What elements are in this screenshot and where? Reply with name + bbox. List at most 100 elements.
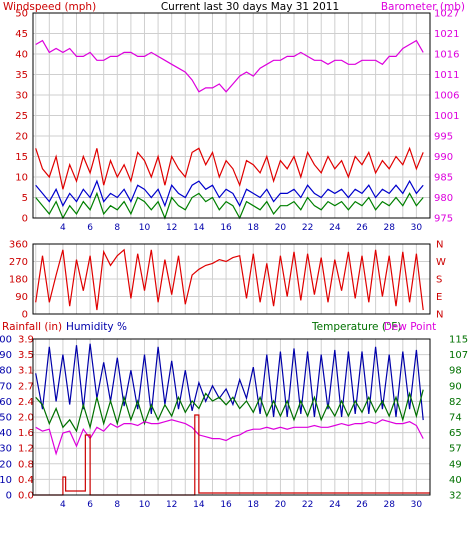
x-tick-label: 12 [166, 223, 177, 233]
x-tick-label: 20 [275, 500, 287, 510]
rainfall-tick-label: 0.4 [18, 475, 34, 486]
x-tick-label: 14 [193, 223, 205, 233]
compass-tick-label: E [436, 292, 442, 303]
windspeed-tick-label: 30 [15, 91, 28, 102]
humidity-tick-label: 40 [0, 428, 12, 439]
barometer-axis-label: Barometer (mb) [381, 1, 465, 13]
x-tick-label: 6 [87, 500, 93, 510]
humidity-tick-label: 90 [0, 350, 12, 361]
windspeed-tick-label: 35 [15, 70, 28, 81]
x-tick-label: 22 [302, 500, 313, 510]
direction-tick-label: 180 [9, 275, 28, 286]
x-tick-label: 10 [139, 500, 151, 510]
windspeed-tick-label: 45 [15, 29, 28, 40]
humidity-axis-label: Humidity % [66, 321, 127, 333]
barometer-tick-label: 1001 [434, 111, 459, 122]
direction-tick-label: 0 [22, 310, 28, 321]
series-line-0 [35, 248, 424, 311]
windspeed-axis-label: Windspeed (mph) [3, 1, 96, 13]
humidity-tick-label: 70 [0, 381, 12, 392]
windspeed-tick-label: 50 [15, 9, 28, 20]
barometer-tick-label: 1011 [434, 70, 459, 81]
temperature-tick-label: 107 [449, 350, 468, 361]
temperature-tick-label: 32 [449, 491, 462, 502]
x-tick-label: 28 [383, 223, 395, 233]
temperature-tick-label: 115 [449, 335, 468, 346]
barometer-tick-label: 980 [434, 193, 453, 204]
humidity-tick-label: 30 [0, 444, 12, 455]
windspeed-tick-label: 40 [15, 50, 28, 61]
rainfall-tick-label: 2.7 [18, 381, 34, 392]
x-tick-label: 6 [87, 223, 93, 233]
humidity-tick-label: 0 [6, 491, 12, 502]
series-line-rainfall [33, 414, 430, 496]
direction-tick-label: 90 [15, 292, 28, 303]
temperature-tick-label: 90 [449, 381, 462, 392]
series-line-dew-point [35, 419, 424, 456]
x-tick-label: 18 [248, 223, 260, 233]
rainfall-tick-label: 1.2 [18, 444, 34, 455]
rainfall-tick-label: 3.9 [18, 335, 34, 346]
rainfall-tick-label: 3.1 [18, 366, 34, 377]
page-title: Current last 30 days May 31 2011 [161, 1, 339, 13]
x-tick-label: 4 [60, 223, 66, 233]
x-tick-label: 4 [60, 500, 66, 510]
windspeed-tick-label: 10 [15, 173, 28, 184]
temperature-tick-label: 57 [449, 444, 462, 455]
series-line-temperature [35, 389, 424, 433]
barometer-tick-label: 1006 [434, 91, 459, 102]
windspeed-tick-label: 5 [22, 193, 28, 204]
compass-tick-label: N [436, 310, 443, 321]
compass-tick-label: N [436, 240, 443, 251]
x-tick-label: 26 [356, 223, 368, 233]
windspeed-tick-label: 0 [22, 214, 28, 225]
plot-frame [32, 338, 431, 496]
plot-frame [32, 243, 431, 315]
windspeed-tick-label: 15 [15, 152, 28, 163]
x-tick-label: 10 [139, 223, 151, 233]
plot-frame [32, 12, 431, 219]
series-line-low-wind [35, 191, 424, 220]
barometer-tick-label: 1021 [434, 29, 459, 40]
rainfall-tick-label: 2.4 [18, 397, 34, 408]
x-tick-label: 20 [275, 223, 287, 233]
x-tick-label: 24 [329, 223, 341, 233]
rainfall-tick-label: 3.5 [18, 350, 34, 361]
humidity-tick-label: 20 [0, 459, 12, 470]
x-tick-label: 26 [356, 500, 368, 510]
series-line-gust [35, 146, 424, 190]
windspeed-tick-label: 20 [15, 132, 28, 143]
barometer-tick-label: 990 [434, 152, 453, 163]
barometer-tick-label: 1016 [434, 50, 459, 61]
humidity-tick-label: 80 [0, 366, 12, 377]
temperature-tick-label: 74 [449, 413, 462, 424]
temperature-tick-label: 49 [449, 459, 462, 470]
dew-point-axis-label: Dew Point [384, 321, 437, 333]
temperature-tick-label: 40 [449, 475, 462, 486]
barometer-tick-label: 1027 [434, 9, 459, 20]
direction-tick-label: 360 [9, 240, 28, 251]
x-tick-label: 14 [193, 500, 205, 510]
x-tick-label: 8 [114, 500, 120, 510]
series-line-humidity [35, 343, 424, 421]
x-tick-label: 8 [114, 223, 120, 233]
series-line-avg-wind [35, 179, 424, 208]
series-line-0 [35, 39, 424, 93]
x-tick-label: 22 [302, 223, 313, 233]
barometer-tick-label: 975 [434, 214, 453, 225]
x-tick-label: 16 [220, 500, 232, 510]
wind-barometer-chart: 0 5 10 15 20 25 30 35 40 45 50 975 980 985 990 995 1001 1… [15, 9, 459, 234]
temperature-tick-label: 82 [449, 397, 462, 408]
rainfall-tick-label: 0.8 [18, 459, 34, 470]
compass-tick-label: W [436, 257, 446, 268]
x-tick-label: 30 [411, 223, 423, 233]
compass-tick-label: S [436, 275, 442, 286]
x-tick-label: 18 [248, 500, 260, 510]
x-tick-label: 28 [383, 500, 395, 510]
humidity-tick-label: 10 [0, 475, 12, 486]
humidity-tick-label: 60 [0, 397, 12, 408]
barometer-tick-label: 995 [434, 132, 453, 143]
temperature-tick-label: 65 [449, 428, 462, 439]
